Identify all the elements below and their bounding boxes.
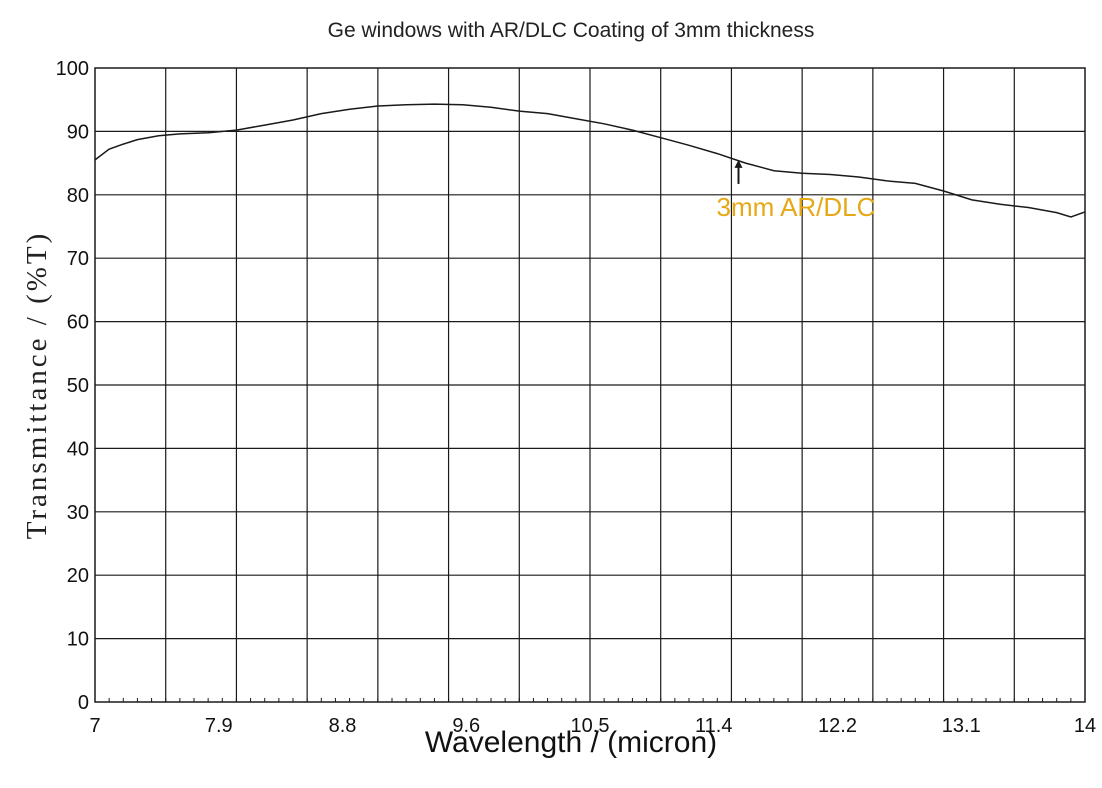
y-tick-label: 20	[67, 565, 89, 587]
y-tick-labels: 0 10 20 30 40 50 60 70 80 90 100	[56, 58, 89, 714]
y-tick-label: 40	[67, 438, 89, 460]
x-tick-label: 7	[89, 715, 100, 737]
x-tick-label: 10.5	[571, 715, 610, 737]
y-tick-label: 100	[56, 58, 89, 80]
y-tick-label: 10	[67, 629, 89, 651]
x-tick-label: 7.9	[205, 715, 233, 737]
y-tick-label: 50	[67, 375, 89, 397]
y-axis-label: Transmittance / (%T)	[21, 231, 53, 540]
y-tick-label: 60	[67, 312, 89, 334]
y-tick-label: 70	[67, 248, 89, 270]
y-tick-label: 0	[78, 692, 89, 714]
x-tick-labels: 7 7.9 8.8 9.6 10.5 11.4 12.2 13.1 14	[89, 715, 1096, 737]
annotation-arrowhead	[734, 159, 743, 168]
y-tick-label: 30	[67, 502, 89, 524]
y-tick-label: 90	[67, 121, 89, 143]
x-tick-label: 8.8	[329, 715, 357, 737]
x-tick-label: 9.6	[452, 715, 480, 737]
series-line-3mm-ar-dlc	[94, 103, 1086, 218]
x-tick-label: 12.2	[818, 715, 857, 737]
x-tick-label: 13.1	[942, 715, 981, 737]
minor-ticks	[108, 698, 1072, 702]
grid	[95, 68, 1085, 702]
annotation: 3mm AR/DLC	[717, 159, 876, 222]
x-tick-label: 14	[1074, 715, 1096, 737]
annotation-label: 3mm AR/DLC	[717, 192, 876, 222]
chart-title: Ge windows with AR/DLC Coating of 3mm th…	[328, 19, 815, 42]
x-tick-label: 11.4	[695, 715, 732, 737]
x-axis-label: Wavelength / (micron)	[425, 726, 717, 759]
y-tick-label: 80	[67, 185, 89, 207]
